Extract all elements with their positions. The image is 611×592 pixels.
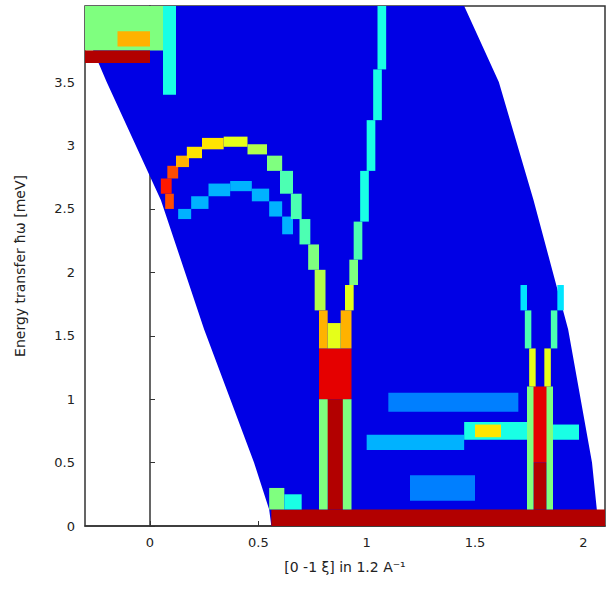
svg-text:1.5: 1.5 bbox=[54, 328, 75, 343]
svg-text:[0 -1 ξ] in 1.2 A⁻¹: [0 -1 ξ] in 1.2 A⁻¹ bbox=[284, 559, 405, 575]
svg-text:Energy transfer ħω [meV]: Energy transfer ħω [meV] bbox=[12, 175, 28, 357]
svg-text:0: 0 bbox=[67, 519, 75, 534]
svg-text:1.5: 1.5 bbox=[465, 535, 486, 550]
svg-text:0.5: 0.5 bbox=[248, 535, 269, 550]
svg-text:2.5: 2.5 bbox=[54, 201, 75, 216]
svg-text:2: 2 bbox=[579, 535, 587, 550]
svg-text:0.5: 0.5 bbox=[54, 455, 75, 470]
svg-text:3.5: 3.5 bbox=[54, 75, 75, 90]
svg-text:2: 2 bbox=[67, 265, 75, 280]
svg-text:3: 3 bbox=[67, 138, 75, 153]
svg-text:1: 1 bbox=[363, 535, 371, 550]
svg-text:1: 1 bbox=[67, 392, 75, 407]
svg-text:0: 0 bbox=[146, 535, 154, 550]
